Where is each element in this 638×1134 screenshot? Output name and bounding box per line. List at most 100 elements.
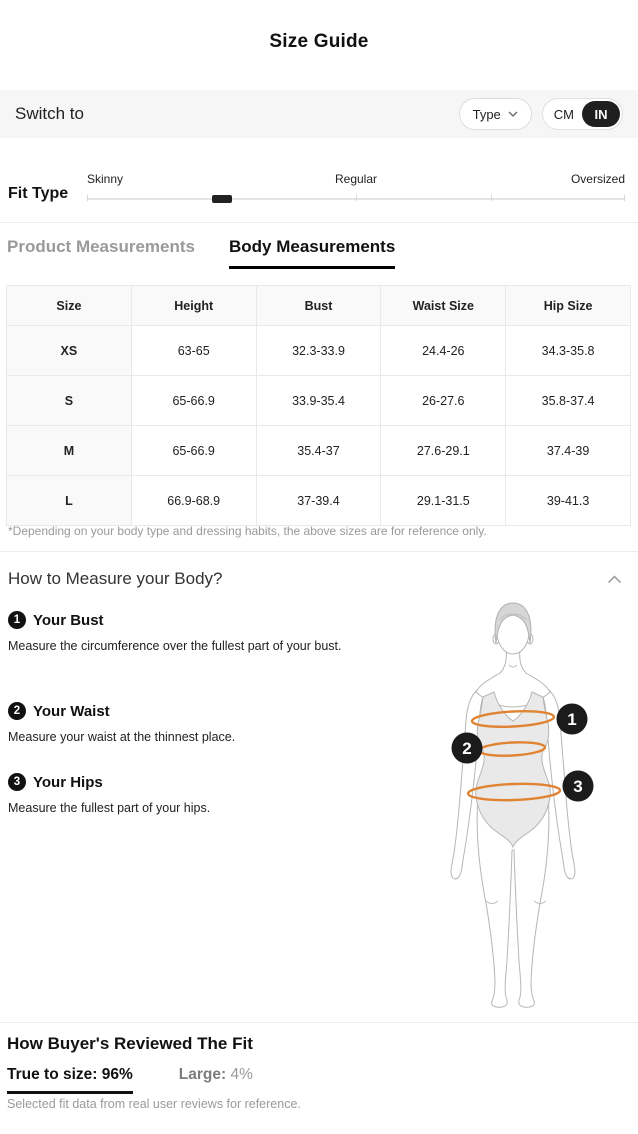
page-title: Size Guide: [269, 31, 369, 52]
size-table: Size Height Bust Waist Size Hip Size XS …: [6, 285, 631, 526]
col-header-waist: Waist Size: [380, 285, 507, 326]
table-cell: 29.1-31.5: [380, 475, 507, 526]
tab-body-measurements[interactable]: Body Measurements: [229, 237, 396, 269]
slider-handle[interactable]: [211, 195, 232, 203]
fit-type-options: Skinny Regular Oversized: [87, 168, 625, 186]
measure-step-waist: 2 Your Waist Measure your waist at the t…: [8, 702, 368, 745]
table-cell: 37.4-39: [505, 425, 631, 476]
table-cell: 65-66.9: [130, 425, 257, 476]
type-dropdown-button[interactable]: Type: [458, 98, 532, 130]
step-description: Measure the fullest part of your hips.: [8, 801, 211, 815]
measure-section-title: How to Measure your Body?: [8, 569, 223, 588]
table-cell: 63-65: [130, 325, 257, 376]
table-cell: 32.3-33.9: [255, 325, 382, 376]
table-row: S 65-66.9 33.9-35.4 26-27.6 35.8-37.4: [6, 375, 631, 426]
tab-product-measurements[interactable]: Product Measurements: [7, 237, 195, 256]
hair: [494, 602, 532, 644]
step-heading: 1 Your Bust: [8, 611, 368, 629]
size-cell: XS: [6, 325, 132, 376]
table-cell: 35.4-37: [255, 425, 382, 476]
collarbone-line: [508, 664, 518, 668]
slider-tick: [87, 195, 88, 201]
figure-badge-1-number: 1: [567, 710, 576, 729]
fit-option-oversized[interactable]: Oversized: [570, 172, 625, 186]
col-header-size: Size: [6, 285, 132, 326]
measure-section-header[interactable]: How to Measure your Body?: [8, 569, 622, 589]
stat-label: True to size:: [7, 1066, 98, 1083]
slider-tick: [356, 195, 357, 201]
table-cell: 35.8-37.4: [505, 375, 631, 426]
fit-type-section: Fit Type Skinny Regular Oversized: [8, 168, 625, 212]
step-description: Measure your waist at the thinnest place…: [8, 730, 236, 744]
unit-toggle[interactable]: CM IN: [541, 98, 623, 130]
chevron-up-icon[interactable]: [607, 574, 622, 584]
step-title: Your Waist: [33, 702, 110, 720]
table-cell: 66.9-68.9: [130, 475, 257, 526]
body-measurement-illustration: 1 2 3: [450, 602, 594, 1008]
slider-track[interactable]: [87, 195, 625, 203]
switch-to-label: Switch to: [15, 104, 84, 123]
table-cell: 33.9-35.4: [255, 375, 382, 426]
figure-badge-2-number: 2: [462, 739, 471, 758]
measure-step-hips: 3 Your Hips Measure the fullest part of …: [8, 773, 368, 816]
step-heading: 2 Your Waist: [8, 702, 368, 720]
table-footnote: *Depending on your body type and dressin…: [8, 524, 487, 538]
review-section-title: How Buyer's Reviewed The Fit: [7, 1034, 253, 1053]
col-header-bust: Bust: [255, 285, 382, 326]
step-heading: 3 Your Hips: [8, 773, 368, 791]
step-number-badge: 1: [8, 611, 26, 629]
stat-large[interactable]: Large: 4%: [179, 1066, 253, 1084]
unit-in-option-active[interactable]: IN: [582, 101, 620, 127]
stat-label: Large:: [178, 1066, 227, 1083]
measurement-tabs: Product Measurements Body Measurements: [7, 237, 396, 269]
table-header-row: Size Height Bust Waist Size Hip Size: [6, 285, 631, 326]
fit-type-label: Fit Type: [8, 185, 69, 202]
table-cell: 24.4-26: [380, 325, 507, 376]
fit-type-slider[interactable]: Skinny Regular Oversized: [87, 168, 625, 208]
chevron-down-icon: [508, 111, 518, 117]
hip-measure-band: [466, 782, 562, 802]
table-cell: 34.3-35.8: [505, 325, 631, 376]
slider-tick: [624, 195, 625, 201]
fit-option-regular[interactable]: Regular: [334, 172, 378, 186]
divider: [0, 222, 638, 223]
figure-badge-3: [562, 770, 594, 802]
fit-option-skinny[interactable]: Skinny: [87, 172, 124, 186]
table-row: XS 63-65 32.3-33.9 24.4-26 34.3-35.8: [6, 325, 631, 376]
bodysuit: [475, 691, 551, 849]
measure-step-bust: 1 Your Bust Measure the circumference ov…: [8, 611, 368, 654]
step-title: Your Bust: [33, 611, 104, 629]
figure-badge-1: [556, 703, 588, 735]
size-cell: L: [6, 475, 132, 526]
bust-measure-band: [470, 710, 556, 728]
col-header-hip: Hip Size: [505, 285, 631, 326]
figure-badge-2: [451, 732, 483, 764]
table-cell: 65-66.9: [130, 375, 257, 426]
review-note: Selected fit data from real user reviews…: [7, 1097, 301, 1111]
divider: [0, 551, 638, 552]
stat-value: 4%: [230, 1066, 253, 1083]
fit-review-stats: True to size: 96% Large: 4%: [7, 1066, 253, 1094]
figure-badge-3-number: 3: [573, 777, 582, 796]
table-cell: 26-27.6: [380, 375, 507, 426]
slider-tick: [490, 195, 492, 201]
size-cell: S: [6, 375, 132, 426]
stat-value: 96%: [101, 1066, 133, 1083]
col-header-height: Height: [130, 285, 257, 326]
table-cell: 37-39.4: [255, 475, 382, 526]
divider: [0, 1022, 638, 1023]
unit-cm-option[interactable]: CM: [553, 106, 574, 122]
step-description: Measure the circumference over the fulle…: [8, 639, 342, 653]
type-dropdown-label: Type: [472, 106, 501, 122]
table-cell: 27.6-29.1: [380, 425, 507, 476]
step-number-badge: 3: [8, 773, 26, 791]
table-row: M 65-66.9 35.4-37 27.6-29.1 37.4-39: [6, 425, 631, 476]
table-cell: 39-41.3: [505, 475, 631, 526]
switch-bar: Switch to Type CM IN: [0, 90, 638, 138]
step-title: Your Hips: [33, 773, 103, 791]
step-number-badge: 2: [8, 702, 26, 720]
size-cell: M: [6, 425, 132, 476]
table-row: L 66.9-68.9 37-39.4 29.1-31.5 39-41.3: [6, 475, 631, 526]
stat-true-to-size[interactable]: True to size: 96%: [7, 1066, 133, 1094]
